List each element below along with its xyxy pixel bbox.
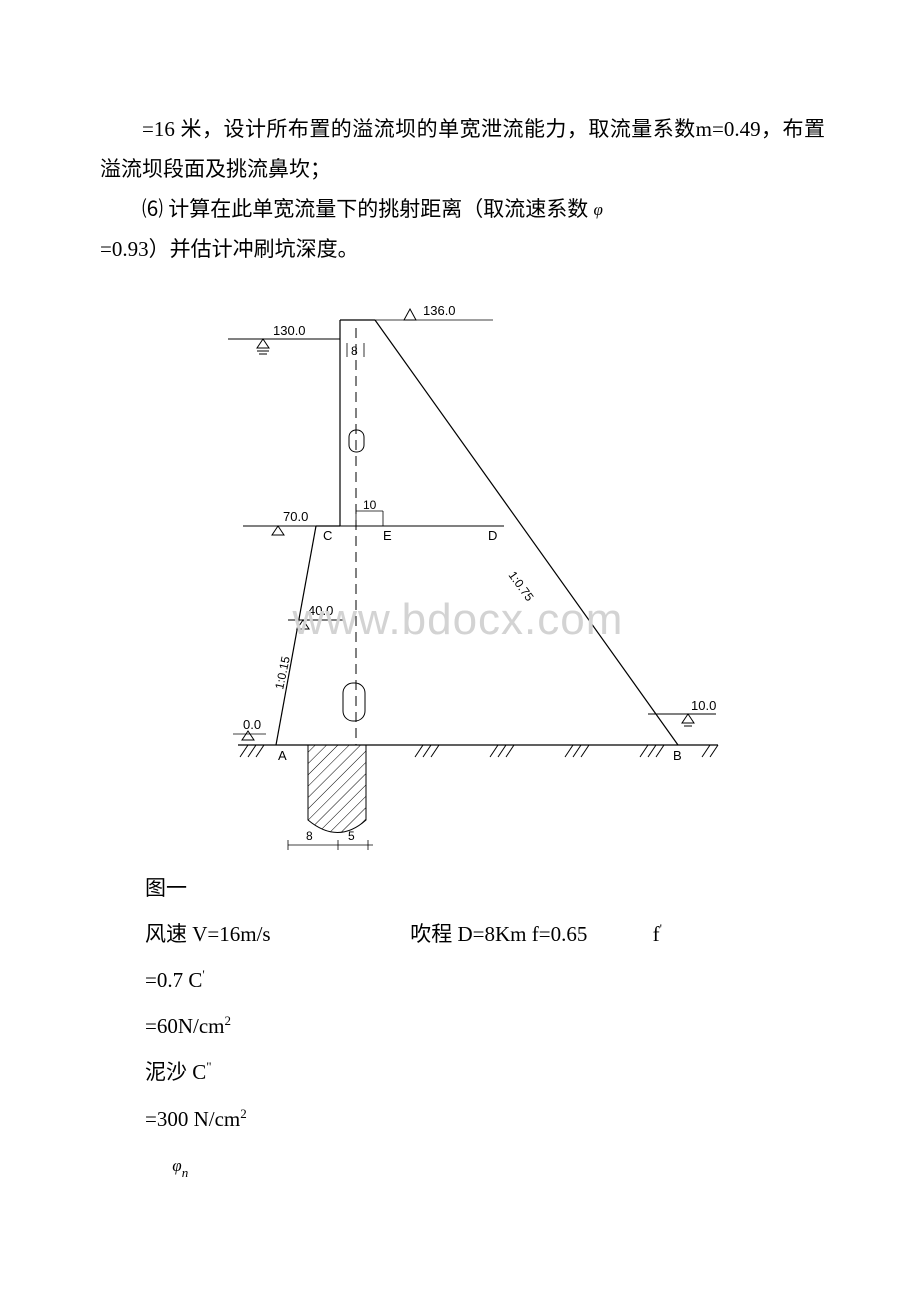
dim-10: 10 [363, 498, 377, 512]
wind-speed: 风速 V=16m/s [145, 911, 345, 957]
pt-A: A [278, 748, 287, 763]
param-row-4: 泥沙 C" [145, 1049, 825, 1095]
lbl-130: 130.0 [273, 323, 306, 338]
pt-D: D [488, 528, 497, 543]
slope-075: 1:0.75 [505, 568, 536, 603]
pt-E: E [383, 528, 392, 543]
para-3: =0.93）并估计冲刷坑深度。 [100, 230, 825, 270]
dim-5: 5 [348, 829, 355, 843]
param-row-2: =0.7 C' [145, 957, 825, 1003]
param-row-3: =60N/cm2 [145, 1003, 825, 1049]
lbl-10: 10.0 [691, 698, 716, 713]
dim-8-bot: 8 [306, 829, 313, 843]
p2-prefix: ⑹ 计算在此单宽流量下的挑射距离（取流速系数 [142, 197, 594, 221]
lbl-136: 136.0 [423, 303, 456, 318]
param-row-6: φn [145, 1142, 825, 1188]
para-2: ⑹ 计算在此单宽流量下的挑射距离（取流速系数 φ [100, 190, 825, 230]
para-1: =16 米，设计所布置的溢流坝的单宽泄流能力，取流量系数m=0.49，布置溢流坝… [100, 110, 825, 190]
slope-015: 1:0.15 [272, 654, 293, 690]
pt-B: B [673, 748, 682, 763]
caption: 图一 [145, 865, 825, 911]
param-row-5: =300 N/cm2 [145, 1096, 825, 1142]
lbl-70: 70.0 [283, 509, 308, 524]
lbl-40: 40.0 [308, 603, 333, 618]
dam-diagram: 136.0 130.0 70.0 40.0 10.0 0.0 8 10 8 5 … [188, 295, 738, 855]
lbl-0: 0.0 [243, 717, 261, 732]
param-row-1: 风速 V=16m/s 吹程 D=8Km f=0.65 f' [145, 911, 825, 957]
f-prime: f' [653, 911, 662, 957]
fetch: 吹程 D=8Km f=0.65 [410, 911, 587, 957]
pt-C: C [323, 528, 332, 543]
dim-8-top: 8 [351, 344, 358, 358]
phi-symbol-1: φ [594, 200, 603, 219]
